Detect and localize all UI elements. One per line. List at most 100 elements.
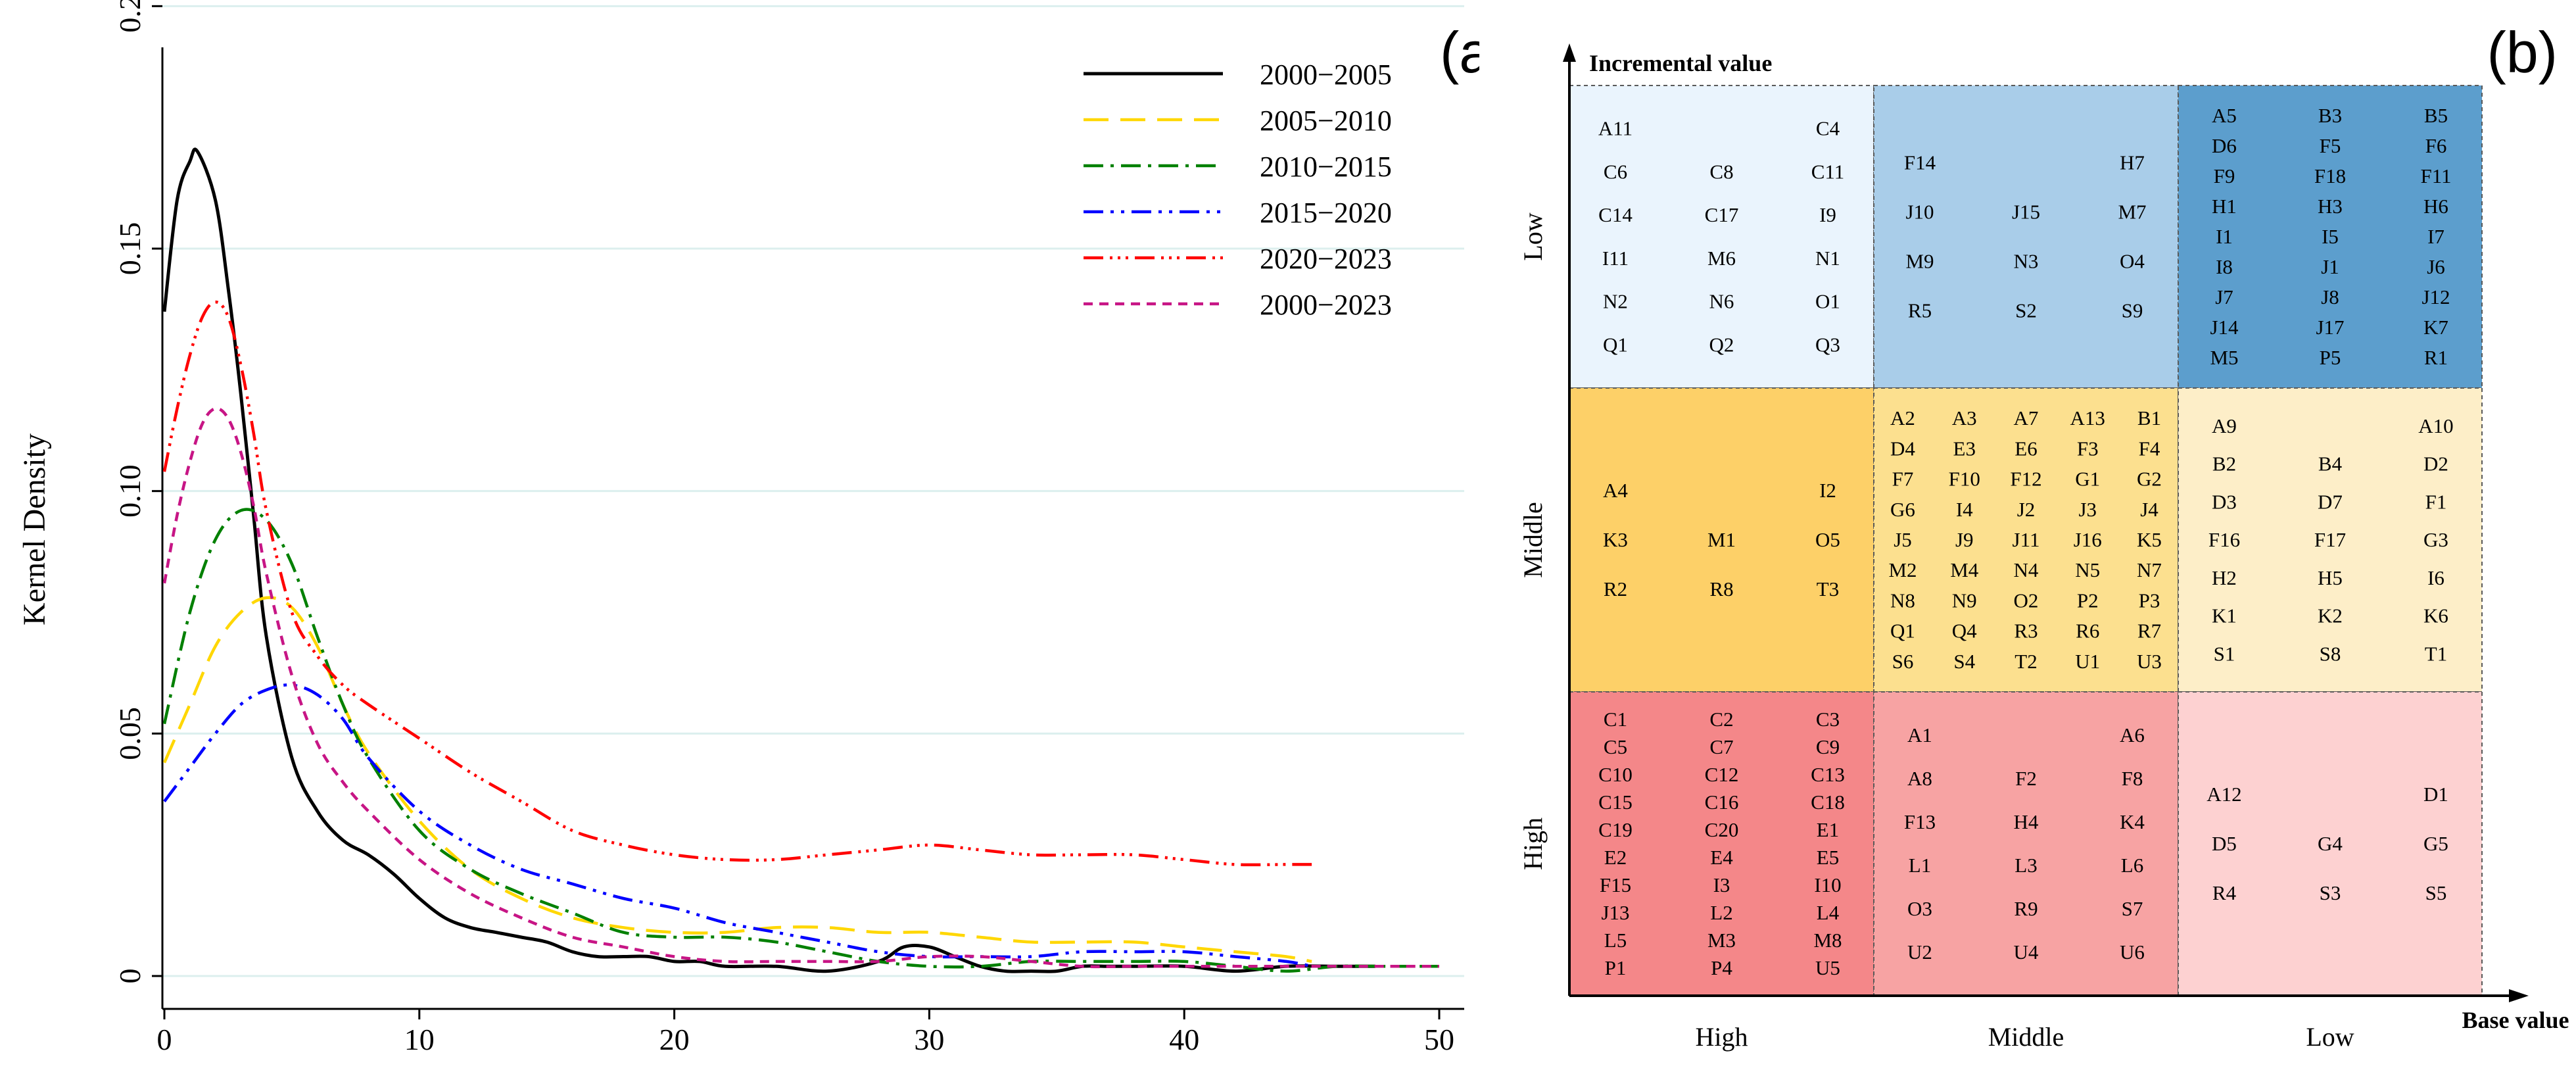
- cell-code: J11: [2013, 528, 2040, 551]
- cell-code: D3: [2212, 490, 2237, 513]
- cell-code: K4: [2120, 810, 2145, 833]
- cell-code: Q2: [1709, 333, 1734, 356]
- panel-label-b: (b): [2487, 20, 2558, 85]
- cell-code: C17: [1705, 203, 1739, 226]
- cell-code: J5: [1894, 528, 1912, 551]
- cell-code: K5: [2137, 528, 2162, 551]
- cell-code: S6: [1892, 650, 1914, 673]
- cell-code: E6: [2015, 437, 2037, 460]
- cell-code: N6: [1709, 290, 1734, 313]
- cell-code: U3: [2137, 650, 2162, 673]
- series-line-3: [163, 683, 1312, 968]
- cell-code: R7: [2137, 620, 2161, 643]
- x-tick-label: 0: [157, 1023, 172, 1056]
- cell-code: A1: [1907, 723, 1932, 746]
- cell-code: A13: [2070, 406, 2105, 429]
- cell-code: L1: [1909, 854, 1931, 877]
- cell-code: G1: [2075, 468, 2100, 491]
- matrix-cell: [1569, 387, 1874, 693]
- cell-code: I2: [1819, 479, 1836, 502]
- cell-code: B5: [2424, 104, 2448, 127]
- cell-code: U2: [1907, 940, 1932, 964]
- cell-code: K3: [1603, 528, 1628, 551]
- series-lines: [162, 147, 1439, 973]
- cell-code: R4: [2212, 881, 2237, 904]
- matrix-y-axis-label: Incremental value: [1589, 50, 1772, 76]
- x-axis-arrowhead: [2509, 989, 2529, 1002]
- cell-code: I3: [1713, 873, 1730, 896]
- cell-code: C18: [1811, 791, 1845, 814]
- cell-code: U6: [2120, 940, 2145, 964]
- cell-code: D5: [2212, 832, 2237, 855]
- cell-code: C12: [1705, 763, 1739, 786]
- matrix-cell: [2178, 85, 2483, 389]
- grid-lines: [162, 5, 1464, 977]
- cell-code: A12: [2206, 783, 2241, 806]
- y-tick-label: 0.10: [113, 464, 147, 518]
- cell-code: I10: [1814, 873, 1841, 896]
- cell-code: H7: [2120, 151, 2145, 174]
- cell-code: J10: [1905, 201, 1934, 224]
- y-tick-label: 0.20: [113, 0, 147, 33]
- cell-code: A2: [1890, 406, 1915, 429]
- cell-code: H6: [2423, 195, 2448, 218]
- series-line-2: [162, 508, 1439, 973]
- cell-code: I11: [1602, 247, 1629, 270]
- cell-code: K1: [2212, 604, 2237, 627]
- column-label: High: [1696, 1022, 1748, 1052]
- column-label: Middle: [1988, 1022, 2064, 1052]
- cell-code: J16: [2074, 528, 2102, 551]
- cell-code: S9: [2122, 299, 2143, 322]
- cell-code: I9: [1819, 203, 1836, 226]
- cell-code: F5: [2320, 134, 2341, 157]
- cell-code: J1: [2321, 255, 2339, 278]
- cell-code: B3: [2318, 104, 2342, 127]
- legend-label-5: 2000−2023: [1260, 289, 1392, 321]
- cell-code: P5: [2320, 346, 2341, 369]
- cell-code: C9: [1816, 735, 1840, 758]
- cell-code: F1: [2425, 490, 2447, 513]
- cell-code: F11: [2420, 164, 2451, 187]
- cell-code: T3: [1817, 577, 1839, 600]
- cell-code: C3: [1816, 708, 1840, 731]
- cell-code: N7: [2137, 558, 2162, 581]
- cell-code: H5: [2318, 566, 2343, 589]
- cell-code: G6: [1890, 498, 1915, 521]
- cell-code: M2: [1888, 558, 1917, 581]
- cell-code: R5: [1908, 299, 1932, 322]
- legend-label-3: 2015−2020: [1260, 197, 1392, 229]
- cell-code: F4: [2139, 437, 2160, 460]
- cell-code: M7: [2118, 201, 2146, 224]
- legend-label-1: 2005−2010: [1260, 105, 1392, 137]
- series-line-5: [162, 406, 1439, 969]
- cell-code: P2: [2077, 589, 2099, 612]
- cell-code: S8: [2320, 642, 2341, 665]
- cell-code: J15: [2012, 201, 2040, 224]
- cell-code: G5: [2423, 832, 2448, 855]
- cell-code: F14: [1904, 151, 1936, 174]
- x-tick-label: 50: [1424, 1023, 1454, 1056]
- cell-code: N2: [1603, 290, 1628, 313]
- cell-code: Q1: [1890, 620, 1915, 643]
- cell-code: A5: [2212, 104, 2237, 127]
- base-incremental-matrix: A11 C4 C6 C8 C11 C14 C17 I9 I11 M6 N1 N2 N6 O1 Q1 Q2 Q3 F…: [1518, 20, 2569, 1052]
- cell-code: I8: [2216, 255, 2233, 278]
- cell-code: I6: [2427, 566, 2445, 589]
- cell-code: E2: [1604, 846, 1627, 869]
- cell-code: N9: [1952, 589, 1977, 612]
- y-tick-label: 0: [113, 969, 147, 984]
- y-tick-label: 0.15: [113, 222, 147, 276]
- series-line-1: [162, 596, 1312, 964]
- cell-code: J13: [1601, 901, 1629, 924]
- cell-code: R3: [2014, 620, 2038, 643]
- matrix-cell: [1873, 85, 2179, 389]
- x-tick-label: 30: [914, 1023, 944, 1056]
- cell-code: F9: [2214, 164, 2235, 187]
- y-tick-label: 0.05: [113, 707, 147, 760]
- cell-code: J9: [1955, 528, 1974, 551]
- legend-label-0: 2000−2005: [1260, 59, 1392, 91]
- cell-code: M8: [1813, 929, 1842, 952]
- series-line-0: [162, 147, 1376, 973]
- cell-code: A9: [2212, 414, 2237, 437]
- cell-code: F8: [2122, 767, 2143, 790]
